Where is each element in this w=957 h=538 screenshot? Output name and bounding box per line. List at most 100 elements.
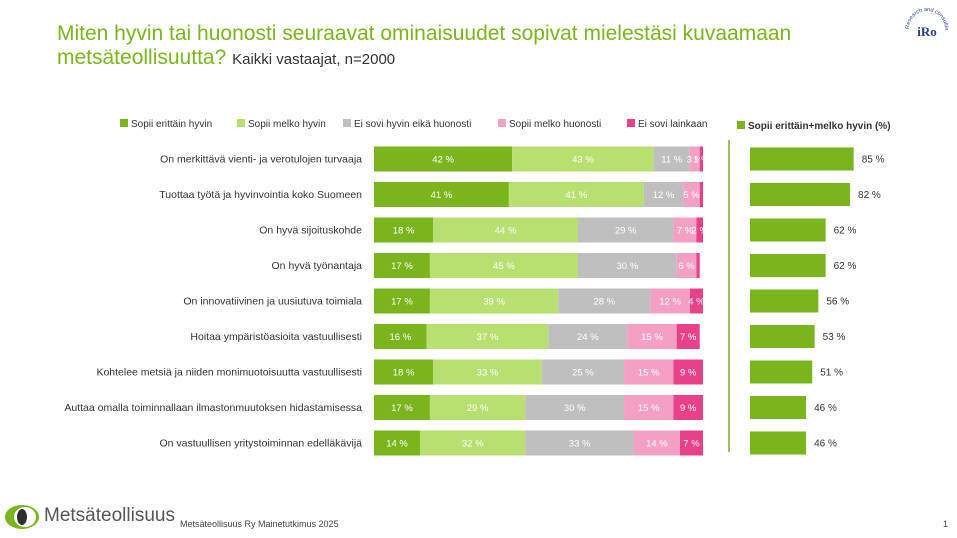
data-label: 15 % [638, 368, 660, 379]
subtitle: Kaikki vastaajat, n=2000 [232, 51, 396, 68]
bar-segment [683, 182, 700, 207]
data-label: 43 % [572, 155, 594, 166]
bar-segment [633, 430, 680, 456]
bar-segment [548, 324, 628, 349]
data-label: 17 % [391, 261, 413, 272]
total-label: 56 % [826, 297, 849, 308]
legend-swatch [498, 119, 506, 127]
total-bar [750, 396, 807, 419]
data-label: 18 % [393, 368, 415, 379]
total-bar [750, 254, 826, 277]
data-label: 17 % [391, 403, 413, 414]
total-label: 46 % [814, 439, 837, 450]
data-label: 16 % [389, 332, 411, 343]
data-label: 4 % [688, 297, 705, 308]
iro-logo: Research and consulting iRo [901, 3, 949, 39]
bar-segment [627, 324, 677, 349]
legend-label: Sopii melko hyvin [248, 119, 326, 130]
data-label: 14 % [646, 439, 668, 450]
bar-segment [689, 288, 703, 314]
bar-segment [541, 359, 625, 385]
data-label: 33 % [569, 439, 591, 450]
page-title: Miten hyvin tai huonosti seuraavat omina… [57, 22, 877, 72]
total-label: 53 % [823, 332, 846, 343]
bar-segment [699, 146, 703, 172]
bar-segment [374, 253, 430, 278]
bar-segment [512, 146, 654, 172]
bar-segment [426, 324, 549, 349]
bar-segment [374, 430, 421, 456]
legend-swatch [737, 121, 745, 129]
data-label: 12 % [659, 297, 681, 308]
data-label: 5 % [683, 190, 700, 201]
total-label: 46 % [814, 403, 837, 414]
bar-segment [653, 146, 690, 172]
title-text: Miten hyvin tai huonosti seuraavat omina… [57, 22, 792, 69]
legend-label: Ei sovi lainkaan [638, 119, 707, 130]
bar-segment [676, 253, 697, 278]
data-label: 42 % [432, 155, 454, 166]
bar-segment [624, 395, 674, 420]
bar-segment [643, 182, 684, 207]
data-label: 25 % [572, 368, 594, 379]
category-label: Hoitaa ympäristöasioita vastuullisesti [190, 331, 362, 343]
data-label: 1 % [693, 155, 710, 166]
bar-segment [699, 182, 703, 207]
total-bar [750, 431, 807, 455]
legend-swatch [627, 119, 635, 127]
bar-segment [525, 430, 634, 456]
bar-segment [508, 182, 644, 207]
total-label: 62 % [834, 261, 857, 272]
data-label: 7 % [680, 332, 697, 343]
data-label: 11 % [661, 155, 683, 166]
total-bar [750, 147, 854, 171]
total-label: 62 % [834, 226, 857, 237]
bar-segment [374, 146, 513, 172]
bar-segment [696, 217, 703, 243]
legend-label: Sopii erittäin hyvin [131, 119, 212, 130]
bar-segment [525, 395, 625, 420]
bar-segment [420, 430, 526, 456]
legend-swatch [120, 119, 128, 127]
bar-segment [673, 395, 703, 420]
bar-segment [696, 253, 700, 278]
legend-label: Sopii melko huonosti [509, 119, 601, 130]
bar-segment [374, 395, 430, 420]
bar-segment [558, 288, 651, 314]
bar-segment [374, 324, 427, 349]
data-label: 41 % [566, 190, 588, 201]
total-bar [750, 325, 815, 348]
data-label: 9 % [680, 403, 697, 414]
bar-segment [374, 359, 434, 385]
data-label: 7 % [683, 439, 700, 450]
data-label: 6 % [678, 261, 695, 272]
logo-text: iRo [917, 24, 937, 39]
data-label: 29 % [467, 403, 489, 414]
data-label: 37 % [477, 332, 499, 343]
brand-logo-icon [5, 505, 39, 529]
data-label: 44 % [495, 226, 517, 237]
category-label: On merkittävä vienti- ja verotulojen tur… [160, 154, 362, 166]
bar-segment [650, 288, 690, 314]
bar-segment [673, 217, 697, 243]
bar-segment [676, 324, 700, 349]
bar-segment [429, 395, 526, 420]
bar-segment [429, 253, 578, 278]
data-label: 2 % [692, 226, 709, 237]
data-label: 33 % [477, 368, 499, 379]
legend-swatch [343, 119, 351, 127]
data-label: 18 % [393, 226, 415, 237]
data-label: 39 % [483, 297, 505, 308]
data-label: 29 % [615, 226, 637, 237]
legend-swatch [237, 119, 245, 127]
category-label: Tuottaa työtä ja hyvinvointia koko Suome… [159, 189, 362, 201]
data-label: 12 % [653, 190, 675, 201]
bar-segment [679, 430, 703, 456]
category-label: On innovatiivinen ja uusiutuva toimiala [183, 296, 362, 308]
bar-segment [433, 217, 578, 243]
category-label: On hyvä sijoituskohde [259, 225, 362, 237]
category-label: On hyvä työnantaja [272, 260, 363, 272]
footer-brand: Metsäteollisuus [44, 505, 175, 526]
data-label: 32 % [462, 439, 484, 450]
